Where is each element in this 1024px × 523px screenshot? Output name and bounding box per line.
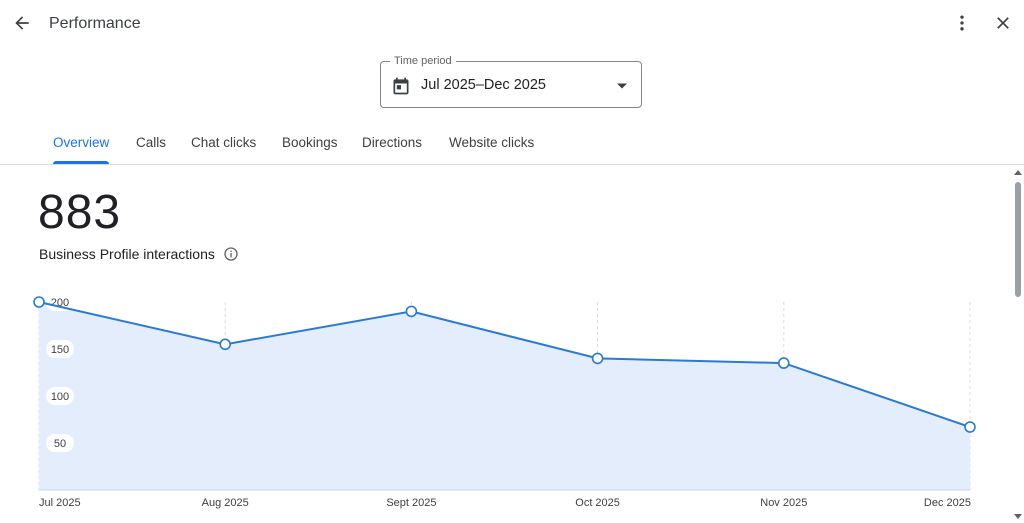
tab-label: Bookings <box>282 135 338 150</box>
x-tick-label: Nov 2025 <box>760 497 807 509</box>
tab-chat-clicks[interactable]: Chat clicks <box>191 124 256 164</box>
metric-label: Business Profile interactions <box>39 246 215 262</box>
vertical-scrollbar[interactable] <box>1012 165 1024 523</box>
tab-overview[interactable]: Overview <box>53 124 110 164</box>
tab-calls[interactable]: Calls <box>136 124 166 164</box>
x-tick-label: Jul 2025 <box>39 497 81 509</box>
chart-data-point <box>219 338 231 351</box>
scrollbar-thumb[interactable] <box>1015 182 1021 297</box>
tab-label: Website clicks <box>449 135 535 150</box>
y-tick-label: 150 <box>51 344 69 356</box>
chart-area <box>39 302 970 490</box>
close-icon <box>997 17 1009 29</box>
tab-label: Calls <box>136 135 167 150</box>
tab-label: Directions <box>362 135 423 150</box>
y-tick-pill <box>46 340 74 358</box>
y-tick-pill <box>46 293 74 311</box>
y-tick-pill <box>46 387 74 405</box>
x-tick-label: Sept 2025 <box>386 497 436 509</box>
tab-label: Overview <box>53 135 110 150</box>
tab-website-clicks[interactable]: Website clicks <box>449 124 534 164</box>
tab-bookings[interactable]: Bookings <box>282 124 338 164</box>
chart-data-point <box>33 296 45 308</box>
scroll-down-arrow-icon[interactable] <box>1014 512 1022 520</box>
y-tick-label: 50 <box>54 438 66 450</box>
tab-bar: Overview Calls Chat clicks Bookings Dire… <box>0 124 1024 165</box>
header: Performance <box>0 0 1024 48</box>
y-tick-pill <box>46 434 74 452</box>
time-period-select[interactable]: Time period Jul 2025–Dec 2025 <box>380 54 642 108</box>
y-tick-label: 100 <box>51 391 69 403</box>
time-period-value: Jul 2025–Dec 2025 <box>421 77 546 93</box>
total-interactions: 883 <box>38 186 122 239</box>
info-icon[interactable] <box>223 246 239 262</box>
time-period-label: Time period <box>390 54 456 68</box>
chart-data-point <box>777 357 790 369</box>
calendar-icon <box>393 77 409 95</box>
chart-data-point <box>591 352 604 365</box>
more-options-button[interactable] <box>948 9 976 37</box>
page-title: Performance <box>49 15 141 32</box>
scroll-up-arrow-icon[interactable] <box>1014 169 1022 177</box>
more-vert-icon <box>960 15 964 31</box>
chart-data-point <box>405 305 418 318</box>
dropdown-arrow-icon <box>617 83 627 89</box>
x-tick-label: Dec 2025 <box>924 497 971 509</box>
arrow-back-icon <box>15 16 29 30</box>
tab-label: Chat clicks <box>191 135 257 150</box>
active-tab-indicator <box>53 161 110 164</box>
chart-series-line <box>38 301 971 428</box>
x-tick-label: Aug 2025 <box>202 497 249 509</box>
back-button[interactable] <box>8 9 36 37</box>
close-button[interactable] <box>989 9 1017 37</box>
overview-content: 200 150 100 50 Jul 2025 Aug 2025 Sept 2025 Oct … <box>0 165 1012 523</box>
x-tick-label: Oct 2025 <box>575 497 620 509</box>
tab-directions[interactable]: Directions <box>362 124 422 164</box>
chart-data-point <box>964 421 976 433</box>
